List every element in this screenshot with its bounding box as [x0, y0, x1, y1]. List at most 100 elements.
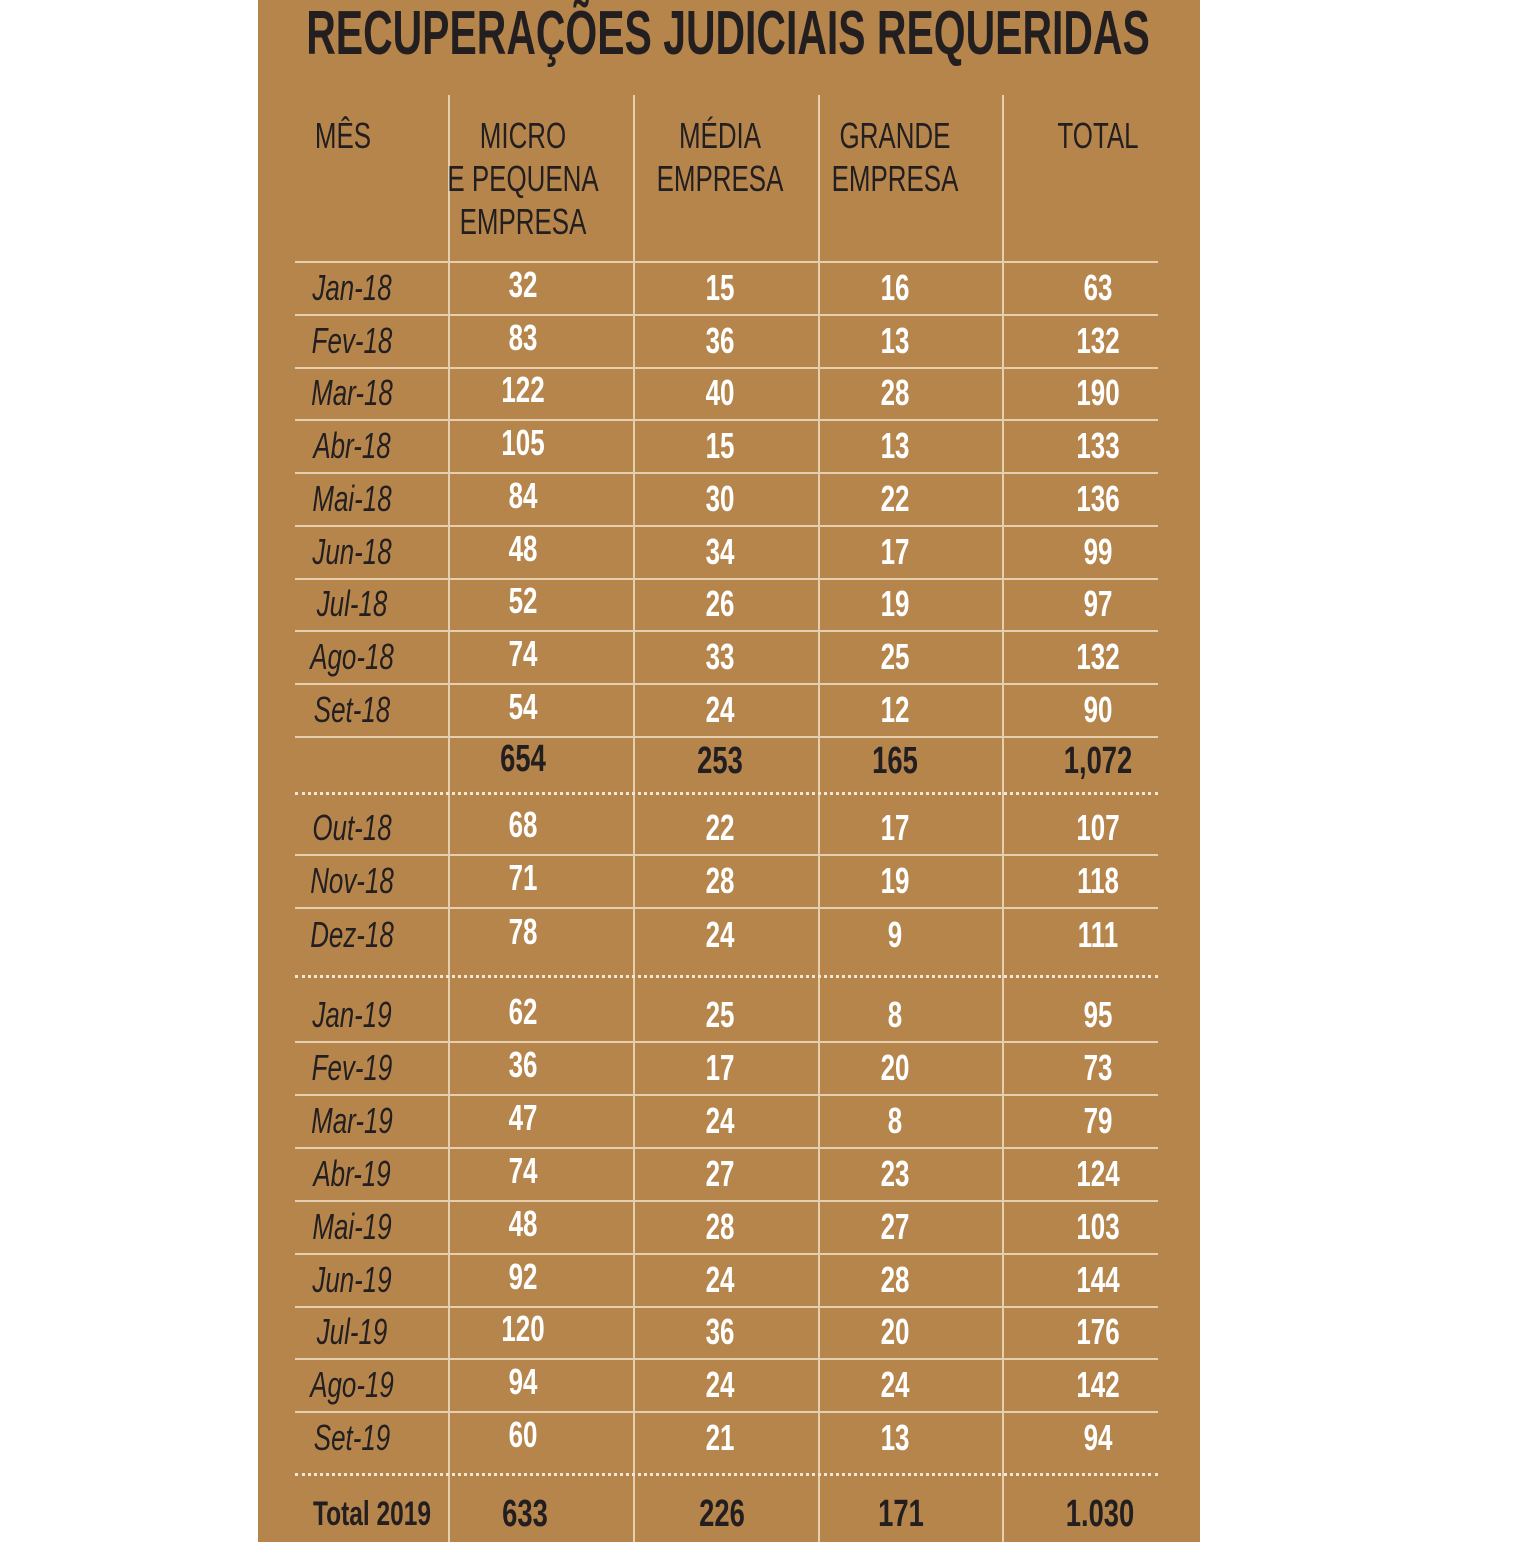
cell-value: 36	[508, 1043, 538, 1085]
cell-value: 74	[508, 632, 538, 674]
cell-value: 103	[1076, 1205, 1120, 1247]
cell-value: 15	[705, 425, 735, 467]
row-line	[295, 419, 1158, 422]
cell-value: 133	[1076, 425, 1120, 467]
cell-value: 95	[1083, 994, 1113, 1035]
cell-value: 24	[705, 1258, 735, 1300]
row-line	[295, 1411, 1158, 1414]
cell-value: 74	[508, 1149, 538, 1191]
cell-value: 28	[705, 1205, 735, 1247]
cell-value: 40	[705, 372, 735, 414]
month-label: Ago-18	[310, 635, 394, 677]
cell-value: 118	[1077, 860, 1119, 902]
row-line	[295, 1041, 1158, 1043]
cell-value: 132	[1076, 635, 1120, 677]
section-divider	[295, 1473, 1158, 1476]
column-header: EMPRESA	[831, 158, 959, 199]
cell-value: 52	[508, 580, 538, 622]
total-value: 633	[502, 1493, 548, 1535]
cell-value: 190	[1076, 372, 1120, 414]
row-line	[295, 630, 1158, 633]
month-label: Abr-19	[313, 1152, 391, 1194]
month-label: Abr-18	[313, 425, 391, 467]
subtotal-value: 165	[872, 740, 918, 782]
row-line	[295, 577, 1158, 580]
subtotal-value: 253	[697, 740, 743, 782]
cell-value: 20	[880, 1311, 910, 1353]
total-value: 171	[878, 1493, 924, 1535]
row-line	[295, 1358, 1158, 1361]
panel	[258, 0, 1200, 1542]
month-label: Nov-18	[310, 860, 394, 902]
month-label: Dez-18	[310, 913, 394, 955]
cell-value: 25	[705, 994, 735, 1035]
column-divider	[633, 95, 635, 1542]
row-line	[295, 1199, 1158, 1202]
cell-value: 28	[880, 1258, 910, 1300]
cell-value: 23	[880, 1152, 910, 1194]
subtotal-value: 1,072	[1063, 740, 1133, 782]
section-divider	[295, 792, 1158, 795]
column-divider	[448, 95, 450, 1542]
cell-value: 122	[501, 369, 545, 411]
cell-value: 25	[880, 635, 910, 677]
cell-value: 24	[705, 688, 735, 730]
cell-value: 27	[705, 1152, 735, 1194]
cell-value: 8	[887, 994, 903, 1035]
cell-value: 13	[880, 425, 910, 467]
cell-value: 54	[508, 685, 538, 727]
cell-value: 144	[1076, 1258, 1120, 1300]
cell-value: 47	[508, 1096, 538, 1138]
row-line	[295, 472, 1158, 475]
cell-value: 99	[1083, 530, 1113, 572]
total-value: 226	[699, 1493, 745, 1535]
column-header: MICRO	[479, 115, 567, 156]
cell-value: 36	[705, 1311, 735, 1353]
month-label: Mar-18	[311, 372, 393, 414]
row-line	[295, 1252, 1158, 1255]
column-header: GRANDE	[839, 115, 951, 156]
cell-value: 90	[1083, 688, 1113, 730]
cell-value: 107	[1076, 807, 1120, 848]
cell-value: 97	[1083, 583, 1113, 625]
cell-value: 19	[880, 860, 910, 902]
column-divider	[1002, 95, 1004, 1542]
cell-value: 60	[508, 1414, 538, 1456]
column-divider	[818, 95, 820, 1542]
cell-value: 48	[508, 527, 538, 569]
section-divider	[295, 975, 1158, 978]
cell-value: 84	[508, 474, 538, 516]
cell-value: 22	[705, 807, 735, 848]
month-label: Mai-19	[312, 1205, 392, 1247]
column-header: EMPRESA	[656, 158, 784, 199]
cell-value: 142	[1076, 1364, 1120, 1406]
month-label: Jun-18	[312, 530, 392, 572]
cell-value: 48	[508, 1202, 538, 1244]
row-line	[295, 735, 1158, 738]
cell-value: 8	[887, 1099, 903, 1141]
total-value: 1.030	[1065, 1493, 1135, 1535]
cell-value: 176	[1076, 1311, 1120, 1353]
row-line	[295, 907, 1158, 910]
row-line	[295, 854, 1158, 856]
cell-value: 24	[880, 1364, 910, 1406]
row-line	[295, 1093, 1158, 1096]
month-label: Fev-18	[311, 319, 393, 361]
month-label: Jan-18	[312, 267, 392, 308]
column-header: E PEQUENA	[447, 158, 599, 199]
cell-value: 27	[880, 1205, 910, 1247]
month-label: Set-18	[313, 688, 391, 730]
cell-value: 92	[508, 1255, 538, 1297]
row-line	[295, 314, 1158, 316]
row-line	[295, 682, 1158, 685]
cell-value: 12	[880, 688, 910, 730]
month-label: Mar-19	[311, 1099, 393, 1141]
cell-value: 33	[705, 635, 735, 677]
total-label: Total 2019	[313, 1495, 431, 1533]
row-line	[295, 1146, 1158, 1149]
row-line	[295, 1305, 1158, 1308]
column-header: TOTAL	[1057, 115, 1139, 156]
column-header: MÉDIA	[678, 115, 762, 156]
month-label: Jun-19	[312, 1258, 392, 1300]
month-label: Set-19	[313, 1417, 391, 1459]
